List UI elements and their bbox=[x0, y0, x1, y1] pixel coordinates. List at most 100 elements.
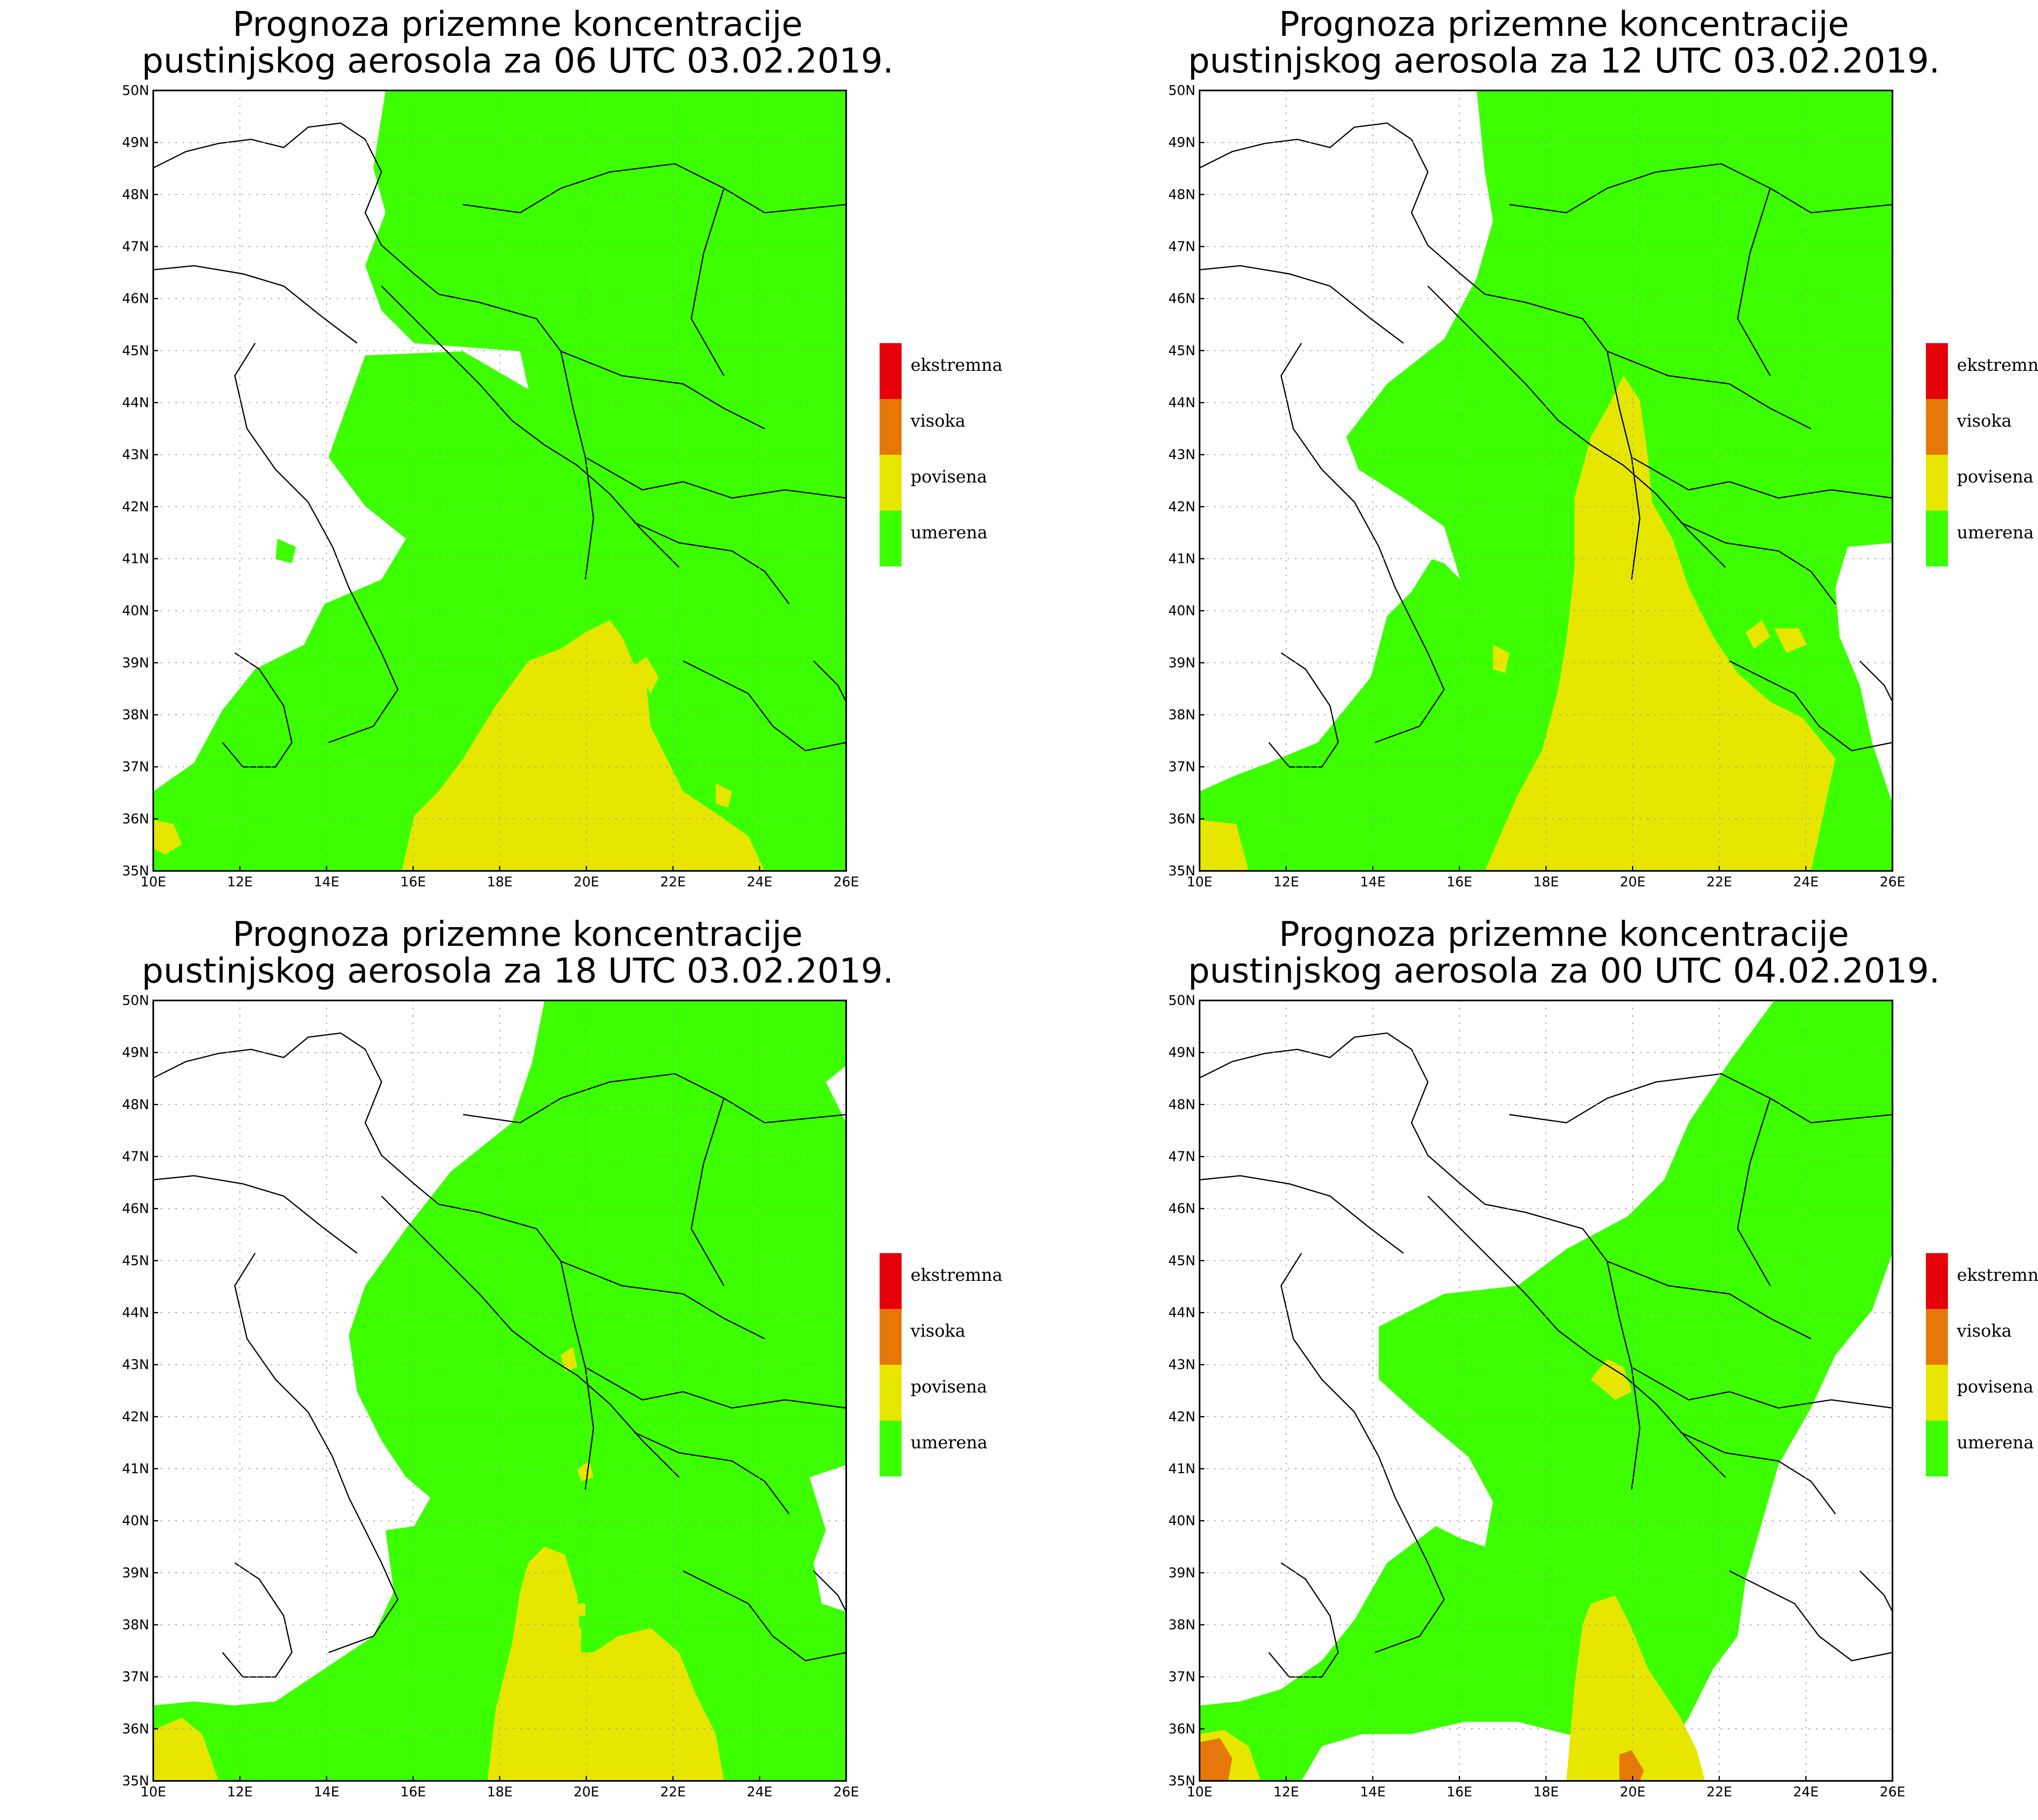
x-tick-label: 24E bbox=[747, 1784, 772, 1800]
legend-label: ekstremna bbox=[911, 1265, 1003, 1285]
graticule bbox=[1200, 90, 1892, 871]
map-panel-00utc: Prognoza prizemne koncentracije pustinjs… bbox=[1046, 910, 2038, 1820]
y-tick-label: 47N bbox=[122, 238, 149, 254]
x-tick-label: 12E bbox=[1273, 1784, 1299, 1800]
legend-label: povisena bbox=[1957, 1377, 2034, 1397]
y-tick-label: 48N bbox=[1168, 1096, 1195, 1112]
legend-swatch-visoka bbox=[880, 1309, 902, 1365]
legend-label: ekstremna bbox=[1957, 355, 2038, 375]
y-axis-labels: 35N 36N 37N 38N 39N 40N 41N 42N 43N 44N … bbox=[1168, 82, 1195, 879]
map-canvas: Prognoza prizemne koncentracije pustinjs… bbox=[1168, 914, 2038, 1800]
y-tick-label: 37N bbox=[1168, 1669, 1195, 1685]
y-tick-label: 38N bbox=[1168, 1617, 1195, 1633]
x-tick-label: 14E bbox=[1360, 874, 1386, 890]
y-tick-label: 39N bbox=[1168, 1564, 1195, 1580]
y-tick-label: 46N bbox=[122, 291, 149, 306]
x-tick-label: 18E bbox=[1533, 874, 1559, 890]
legend-swatch-umerena bbox=[1926, 511, 1948, 566]
y-tick-label: 40N bbox=[122, 1513, 149, 1529]
y-tick-label: 49N bbox=[1168, 1044, 1195, 1060]
country-boundaries bbox=[1199, 122, 1893, 768]
y-tick-label: 44N bbox=[122, 1304, 149, 1320]
y-tick-label: 35N bbox=[122, 1773, 149, 1789]
map-canvas: Prognoza prizemne koncentracije pustinjs… bbox=[122, 4, 1002, 890]
x-tick-label: 24E bbox=[1793, 874, 1819, 890]
y-tick-label: 39N bbox=[122, 654, 149, 670]
x-tick-label: 24E bbox=[747, 874, 772, 890]
x-axis-labels: 10E 12E 14E 16E 18E 20E 22E 24E 26E bbox=[141, 874, 859, 890]
y-tick-label: 48N bbox=[1168, 186, 1195, 202]
legend-swatch-ekstremna bbox=[1926, 1253, 1948, 1309]
y-tick-label: 38N bbox=[122, 707, 149, 723]
y-tick-label: 42N bbox=[1168, 498, 1195, 514]
graticule bbox=[153, 1000, 846, 1781]
x-tick-label: 22E bbox=[1707, 1784, 1732, 1800]
y-tick-label: 46N bbox=[1168, 1201, 1195, 1216]
legend-label: povisena bbox=[911, 1377, 987, 1397]
y-tick-label: 40N bbox=[1168, 603, 1195, 619]
legend-swatch-povisena bbox=[1926, 1365, 1948, 1421]
map-canvas: Prognoza prizemne koncentracije pustinjs… bbox=[122, 914, 1003, 1800]
legend-swatch-umerena bbox=[1926, 1421, 1948, 1476]
y-tick-label: 39N bbox=[1168, 654, 1195, 670]
y-tick-label: 35N bbox=[122, 863, 149, 879]
panel-title-line2: pustinjskog aerosola za 18 UTC 03.02.201… bbox=[142, 951, 894, 991]
y-tick-label: 50N bbox=[1168, 992, 1195, 1008]
x-tick-label: 22E bbox=[1707, 874, 1732, 890]
y-tick-label: 36N bbox=[122, 811, 149, 826]
y-tick-label: 49N bbox=[122, 1044, 149, 1060]
x-tick-label: 16E bbox=[400, 874, 426, 890]
x-axis-labels: 10E 12E 14E 16E 18E 20E 22E 24E 26E bbox=[141, 1784, 859, 1800]
map-panel-18utc: Prognoza prizemne koncentracije pustinjs… bbox=[0, 910, 1046, 1820]
x-tick-label: 14E bbox=[314, 874, 340, 890]
legend-label: umerena bbox=[1957, 1432, 2034, 1452]
y-tick-label: 45N bbox=[122, 1252, 149, 1268]
y-tick-label: 36N bbox=[1168, 1721, 1195, 1736]
x-tick-label: 16E bbox=[1447, 874, 1472, 890]
x-tick-label: 16E bbox=[400, 1784, 426, 1800]
x-tick-label: 10E bbox=[141, 874, 166, 890]
legend-label: povisena bbox=[1957, 467, 2034, 487]
y-axis-ticks bbox=[153, 1000, 158, 1782]
map-canvas: Prognoza prizemne koncentracije pustinjs… bbox=[1168, 4, 2038, 890]
legend-swatch-visoka bbox=[1926, 399, 1948, 455]
legend-label: ekstremna bbox=[1957, 1265, 2038, 1285]
panel-title-line1: Prognoza prizemne koncentracije bbox=[1279, 4, 1849, 44]
y-tick-label: 50N bbox=[1168, 82, 1195, 98]
legend: ekstremna visoka povisena umerena bbox=[1926, 1253, 2038, 1476]
panel-title-line1: Prognoza prizemne koncentracije bbox=[1279, 914, 1849, 954]
concentration-fields bbox=[153, 90, 846, 871]
y-tick-label: 41N bbox=[1168, 551, 1195, 566]
x-tick-label: 18E bbox=[487, 1784, 513, 1800]
x-tick-label: 18E bbox=[1533, 1784, 1559, 1800]
y-tick-label: 48N bbox=[122, 186, 149, 202]
legend-swatch-ekstremna bbox=[880, 343, 902, 399]
y-tick-label: 43N bbox=[1168, 447, 1195, 463]
x-tick-label: 10E bbox=[1187, 874, 1213, 890]
legend-label: umerena bbox=[911, 522, 988, 542]
legend-swatch-povisena bbox=[1926, 455, 1948, 511]
legend-label: visoka bbox=[1956, 411, 2012, 431]
y-tick-label: 50N bbox=[122, 992, 149, 1008]
y-tick-label: 48N bbox=[122, 1096, 149, 1112]
x-tick-label: 26E bbox=[834, 1784, 859, 1800]
y-axis-ticks bbox=[153, 90, 158, 872]
legend-label: visoka bbox=[910, 1321, 966, 1341]
y-tick-label: 42N bbox=[122, 498, 149, 514]
y-tick-label: 47N bbox=[122, 1148, 149, 1164]
y-tick-label: 45N bbox=[1168, 1252, 1195, 1268]
panel-title-line2: pustinjskog aerosola za 12 UTC 03.02.201… bbox=[1188, 41, 1940, 81]
y-tick-label: 36N bbox=[1168, 811, 1195, 826]
y-tick-label: 36N bbox=[122, 1721, 149, 1736]
legend-swatch-umerena bbox=[880, 1421, 902, 1476]
x-tick-label: 24E bbox=[1793, 1784, 1819, 1800]
y-axis-ticks bbox=[1200, 1000, 1204, 1782]
y-tick-label: 41N bbox=[122, 551, 149, 566]
legend-swatch-ekstremna bbox=[880, 1253, 902, 1309]
x-tick-label: 14E bbox=[314, 1784, 340, 1800]
y-tick-label: 49N bbox=[1168, 134, 1195, 150]
y-tick-label: 49N bbox=[122, 134, 149, 150]
y-tick-label: 37N bbox=[122, 1669, 149, 1685]
y-tick-label: 40N bbox=[1168, 1513, 1195, 1529]
panel-title-line2: pustinjskog aerosola za 00 UTC 04.02.201… bbox=[1188, 951, 1940, 991]
